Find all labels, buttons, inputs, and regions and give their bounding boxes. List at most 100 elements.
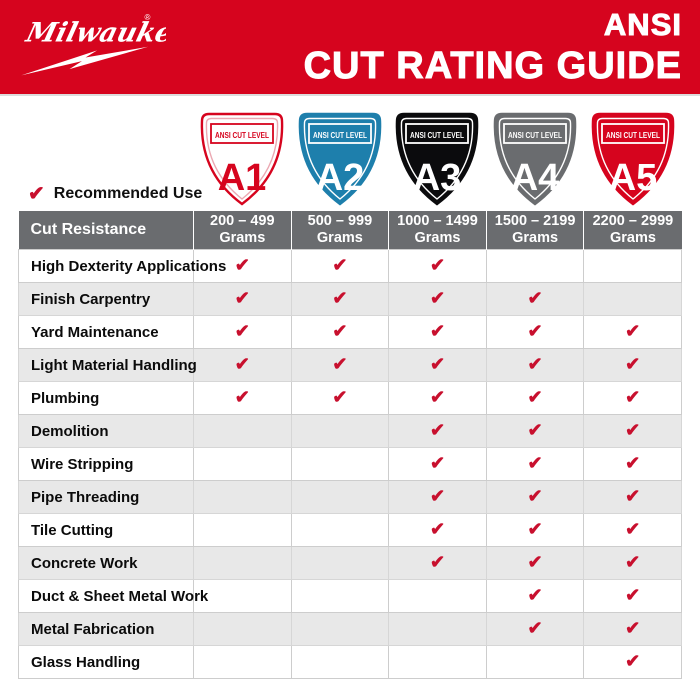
- milwaukee-logo: Milwaukee ®: [14, 5, 194, 90]
- check-icon: ✔: [234, 387, 250, 407]
- check-cell-checked: ✔: [290, 282, 390, 316]
- check-icon: ✔: [234, 354, 250, 374]
- check-cell-checked: ✔: [485, 282, 585, 316]
- check-icon: ✔: [527, 420, 543, 440]
- check-cell-empty: [388, 579, 487, 613]
- check-icon: ✔: [332, 354, 348, 374]
- check-icon: ✔: [527, 288, 543, 308]
- check-cell-empty: [193, 513, 292, 547]
- check-cell-checked: ✔: [583, 315, 682, 349]
- check-icon: ✔: [332, 255, 348, 275]
- check-icon: ✔: [625, 321, 641, 341]
- check-cell-empty: [193, 414, 292, 448]
- table-row: Glass Handling ✔: [18, 645, 682, 679]
- check-cell-checked: ✔: [485, 447, 585, 481]
- recommended-use-label: Recommended Use: [53, 185, 203, 202]
- table-body: High Dexterity Applications ✔ ✔ ✔ Finish Car…: [18, 249, 682, 679]
- check-cell-checked: ✔: [388, 381, 487, 415]
- check-icon: ✔: [625, 387, 641, 407]
- check-cell-checked: ✔: [583, 513, 682, 547]
- check-icon: ✔: [527, 552, 543, 572]
- check-cell-checked: ✔: [290, 381, 390, 415]
- svg-text:ANSI CUT LEVEL: ANSI CUT LEVEL: [313, 130, 367, 140]
- svg-text:ANSI CUT LEVEL: ANSI CUT LEVEL: [215, 130, 269, 140]
- check-cell-checked: ✔: [388, 249, 487, 283]
- table-row: Finish Carpentry ✔ ✔ ✔ ✔: [18, 282, 682, 316]
- check-cell-checked: ✔: [388, 414, 487, 448]
- check-icon: ✔: [429, 486, 446, 506]
- lightning-bolt-icon: [21, 46, 149, 75]
- check-icon: ✔: [527, 453, 543, 473]
- check-cell-empty: [388, 612, 487, 646]
- cut-level-shield-a2: ANSI CUT LEVEL A2: [294, 111, 386, 207]
- application-label: Duct & Sheet Metal Work: [18, 579, 208, 613]
- check-cell-checked: ✔: [583, 612, 682, 646]
- check-icon: ✔: [332, 321, 348, 341]
- application-label: Metal Fabrication: [18, 612, 194, 646]
- check-cell-checked: ✔: [583, 480, 682, 514]
- check-cell-empty: [193, 612, 292, 646]
- check-cell-checked: ✔: [583, 579, 682, 613]
- check-cell-empty: [193, 480, 292, 514]
- check-cell-checked: ✔: [583, 381, 682, 415]
- brand-name: Milwaukee: [22, 16, 166, 48]
- trademark-symbol: ®: [145, 12, 151, 21]
- check-cell-checked: ✔: [583, 414, 682, 448]
- application-label: Finish Carpentry: [18, 282, 194, 316]
- check-cell-checked: ✔: [485, 414, 585, 448]
- svg-text:ANSI CUT LEVEL: ANSI CUT LEVEL: [508, 130, 562, 140]
- svg-text:A3: A3: [413, 157, 462, 199]
- application-label: Concrete Work: [18, 546, 194, 580]
- check-cell-checked: ✔: [193, 249, 292, 283]
- check-icon: ✔: [527, 585, 543, 605]
- check-cell-empty: [290, 447, 390, 481]
- check-cell-empty: [290, 513, 390, 547]
- check-icon: ✔: [527, 618, 543, 638]
- check-cell-checked: ✔: [388, 282, 487, 316]
- check-icon: ✔: [429, 321, 446, 341]
- application-label: Yard Maintenance: [18, 315, 194, 349]
- check-cell-checked: ✔: [290, 249, 390, 283]
- check-cell-checked: ✔: [388, 315, 487, 349]
- svg-text:A5: A5: [609, 157, 658, 199]
- check-cell-empty: [290, 480, 390, 514]
- check-icon: ✔: [527, 387, 543, 407]
- check-icon: ✔: [234, 288, 250, 308]
- check-icon: ✔: [429, 519, 446, 539]
- check-icon: ✔: [625, 618, 641, 638]
- cut-level-shield-a3: ANSI CUT LEVEL A3: [391, 111, 483, 207]
- check-cell-checked: ✔: [583, 348, 682, 382]
- check-cell-checked: ✔: [485, 513, 585, 547]
- table-row: High Dexterity Applications ✔ ✔ ✔: [18, 249, 682, 283]
- column-header-a5: 2200 – 2999 Grams: [583, 211, 682, 250]
- check-icon: ✔: [625, 453, 641, 473]
- check-cell-checked: ✔: [485, 612, 585, 646]
- check-cell-checked: ✔: [485, 348, 585, 382]
- guide-title-line1: ANSI: [603, 7, 682, 42]
- cut-resistance-header: Cut Resistance: [18, 211, 194, 250]
- check-cell-empty: [290, 546, 390, 580]
- check-cell-checked: ✔: [388, 480, 487, 514]
- table-header-row: Cut Resistance 200 – 499 Grams 500 – 999 Gr…: [18, 211, 682, 250]
- check-cell-empty: [485, 249, 585, 283]
- check-cell-empty: [290, 414, 390, 448]
- check-cell-empty: [583, 249, 682, 283]
- table-row: Duct & Sheet Metal Work ✔ ✔: [18, 579, 682, 613]
- application-label: Glass Handling: [18, 645, 194, 679]
- check-cell-empty: [388, 645, 487, 679]
- table-row: Pipe Threading ✔ ✔ ✔: [18, 480, 682, 514]
- check-cell-empty: [193, 447, 292, 481]
- check-icon: ✔: [429, 387, 446, 407]
- column-header-a3: 1000 – 1499 Grams: [388, 211, 487, 250]
- check-icon: ✔: [527, 321, 543, 341]
- application-label: Pipe Threading: [18, 480, 194, 514]
- check-icon: ✔: [625, 519, 641, 539]
- table-row: Wire Stripping ✔ ✔ ✔: [18, 447, 682, 481]
- svg-text:A4: A4: [511, 157, 560, 199]
- check-icon: ✔: [332, 387, 348, 407]
- header-banner: Milwaukee ® ANSI CUT RATING GUIDE: [0, 0, 700, 96]
- guide-title: ANSI CUT RATING GUIDE: [303, 7, 682, 86]
- cut-level-shield-a4: ANSI CUT LEVEL A4: [489, 111, 581, 207]
- cut-rating-table: Cut Resistance 200 – 499 Grams 500 – 999 Gr…: [18, 211, 682, 679]
- check-cell-empty: [193, 579, 292, 613]
